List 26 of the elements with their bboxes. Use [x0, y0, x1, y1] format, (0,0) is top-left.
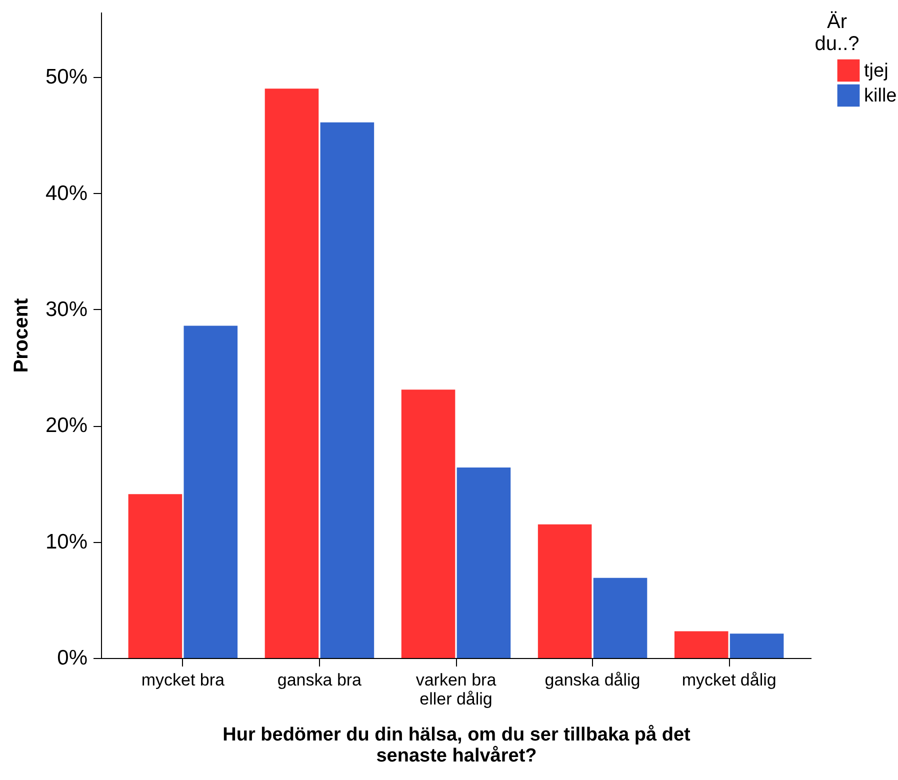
y-tick-label: 0%: [57, 646, 88, 670]
y-tick-label: 30%: [45, 298, 88, 321]
bar: [456, 467, 511, 658]
bar: [730, 634, 784, 658]
y-axis-title: Procent: [10, 298, 32, 373]
bar: [401, 390, 456, 658]
y-tick-label: 20%: [45, 414, 88, 438]
bar: [184, 326, 238, 658]
x-tick-label: mycket bra: [141, 670, 226, 690]
legend-title: Är du..?: [814, 11, 860, 55]
x-axis-title: Hur bedömer du din hälsa, om du ser tillbaka på det senaste halvåret?: [222, 724, 692, 766]
y-tick-label: 50%: [45, 66, 88, 89]
y-tick-label: 40%: [45, 182, 88, 205]
x-tick-label: ganska dålig: [544, 670, 640, 690]
x-tick-label: ganska bra: [277, 670, 362, 690]
bar: [538, 524, 592, 658]
x-tick-label: mycket dålig: [682, 670, 776, 690]
bar: [674, 631, 728, 658]
bar: [593, 578, 648, 658]
bar: [320, 122, 374, 658]
x-tick-label: varken bra eller dålig: [416, 670, 497, 708]
y-tick-label: 10%: [45, 530, 88, 554]
bar: [128, 494, 182, 658]
legend-label: kille: [864, 86, 897, 106]
legend-label: tjej: [864, 60, 888, 82]
bar: [264, 88, 319, 658]
